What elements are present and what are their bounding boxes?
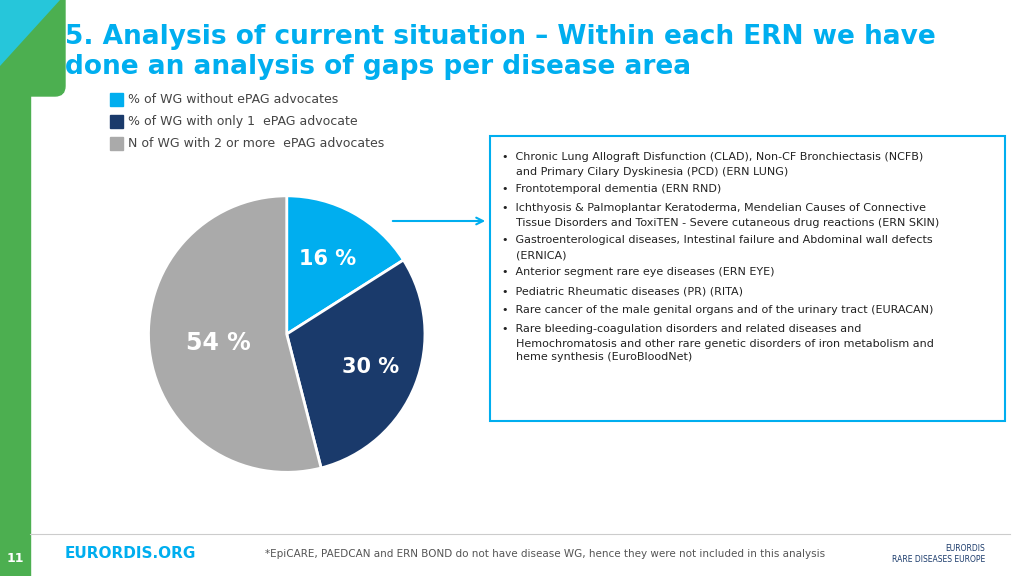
Text: 30 %: 30 % (342, 357, 398, 377)
Text: heme synthesis (EuroBloodNet): heme synthesis (EuroBloodNet) (516, 352, 692, 362)
Text: •  Rare cancer of the male genital organs and of the urinary tract (EURACAN): • Rare cancer of the male genital organs… (502, 305, 933, 315)
FancyBboxPatch shape (0, 0, 65, 96)
Text: Tissue Disorders and ToxiTEN - Severe cutaneous drug reactions (ERN SKIN): Tissue Disorders and ToxiTEN - Severe cu… (516, 218, 939, 228)
Text: 11: 11 (6, 551, 24, 564)
Text: N of WG with 2 or more  ePAG advocates: N of WG with 2 or more ePAG advocates (128, 137, 384, 150)
Wedge shape (148, 196, 322, 472)
Text: 5. Analysis of current situation – Within each ERN we have: 5. Analysis of current situation – Withi… (65, 24, 936, 50)
Text: (ERNICA): (ERNICA) (516, 250, 566, 260)
Text: % of WG without ePAG advocates: % of WG without ePAG advocates (128, 93, 338, 106)
Text: •  Pediatric Rheumatic diseases (PR) (RITA): • Pediatric Rheumatic diseases (PR) (RIT… (502, 286, 743, 296)
FancyBboxPatch shape (490, 136, 1005, 421)
Text: •  Ichthyosis & Palmoplantar Keratoderma, Mendelian Causes of Connective: • Ichthyosis & Palmoplantar Keratoderma,… (502, 203, 926, 213)
Text: •  Gastroenterological diseases, Intestinal failure and Abdominal wall defects: • Gastroenterological diseases, Intestin… (502, 235, 933, 245)
Bar (110, 93, 123, 106)
Bar (0, 76, 30, 576)
Text: done an analysis of gaps per disease area: done an analysis of gaps per disease are… (65, 54, 691, 80)
PathPatch shape (0, 0, 60, 66)
Text: 16 %: 16 % (299, 249, 356, 269)
Text: •  Rare bleeding-coagulation disorders and related diseases and: • Rare bleeding-coagulation disorders an… (502, 324, 861, 334)
Text: Hemochromatosis and other rare genetic disorders of iron metabolism and: Hemochromatosis and other rare genetic d… (516, 339, 934, 349)
Text: % of WG with only 1  ePAG advocate: % of WG with only 1 ePAG advocate (128, 115, 357, 128)
Bar (110, 115, 123, 128)
Bar (110, 137, 123, 150)
Text: 54 %: 54 % (185, 331, 251, 355)
Text: EURORDIS.ORG: EURORDIS.ORG (65, 547, 197, 562)
Wedge shape (287, 196, 403, 334)
Text: EURORDIS
RARE DISEASES EUROPE: EURORDIS RARE DISEASES EUROPE (892, 544, 985, 564)
Text: •  Chronic Lung Allograft Disfunction (CLAD), Non-CF Bronchiectasis (NCFB): • Chronic Lung Allograft Disfunction (CL… (502, 152, 924, 162)
Text: •  Frontotemporal dementia (ERN RND): • Frontotemporal dementia (ERN RND) (502, 184, 721, 194)
Text: •  Anterior segment rare eye diseases (ERN EYE): • Anterior segment rare eye diseases (ER… (502, 267, 774, 277)
Text: *EpiCARE, PAEDCAN and ERN BOND do not have disease WG, hence they were not inclu: *EpiCARE, PAEDCAN and ERN BOND do not ha… (265, 549, 825, 559)
Text: and Primary Cilary Dyskinesia (PCD) (ERN LUNG): and Primary Cilary Dyskinesia (PCD) (ERN… (516, 167, 788, 177)
Wedge shape (287, 260, 425, 468)
